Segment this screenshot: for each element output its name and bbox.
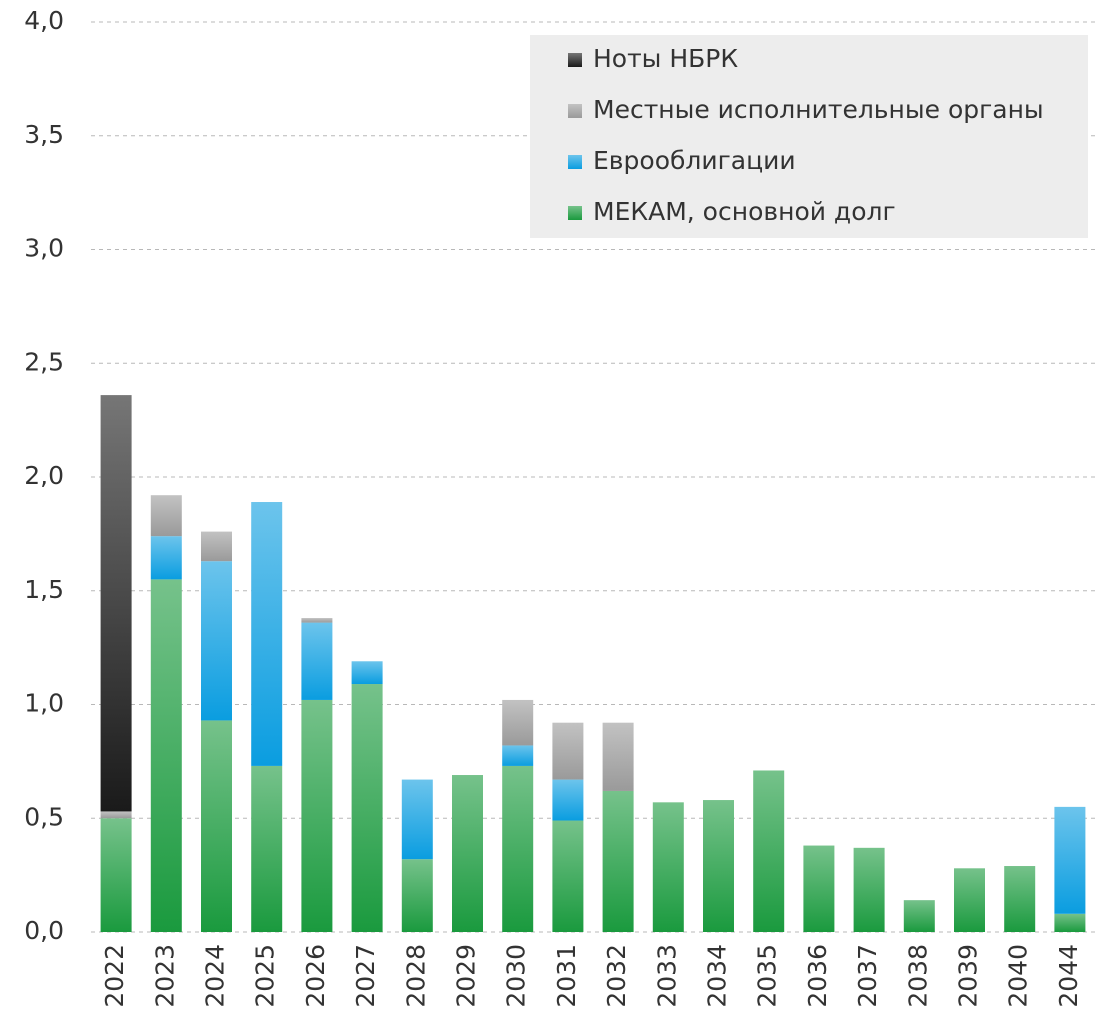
bar-segment (502, 699, 534, 746)
bar-segment (502, 745, 534, 766)
bar-segment (201, 720, 232, 932)
bar-segment (552, 722, 584, 780)
x-tick-label: 2035 (753, 944, 782, 1008)
bar-segment (150, 536, 182, 580)
y-tick-label: 0,5 (24, 802, 64, 831)
bar-segment (251, 502, 283, 766)
x-tick-label: 2037 (853, 944, 882, 1008)
bar-segment (351, 661, 383, 685)
x-tick-label: 2034 (703, 944, 732, 1008)
legend-box (530, 35, 1088, 238)
x-tick-label: 2038 (903, 944, 932, 1008)
bar-segment (251, 765, 283, 932)
y-tick-label: 0,0 (24, 916, 64, 945)
bar-segment (100, 395, 132, 812)
y-tick-label: 2,0 (24, 461, 64, 490)
x-tick-label: 2044 (1054, 944, 1083, 1008)
y-tick-label: 3,0 (24, 234, 64, 263)
y-tick-label: 3,5 (24, 120, 64, 149)
bar-segment (602, 790, 634, 932)
x-tick-label: 2036 (803, 944, 832, 1008)
x-tick-label: 2027 (351, 944, 380, 1008)
bar-segment (351, 684, 383, 932)
bar-segment (853, 847, 885, 932)
y-tick-label: 1,5 (24, 575, 64, 604)
bar-segment (100, 818, 132, 932)
bar-segment (954, 868, 985, 932)
bar-segment (552, 820, 584, 932)
bar-segment (903, 900, 935, 932)
bar-segment (803, 845, 835, 932)
bar-segment (502, 765, 534, 932)
bar-segment (301, 699, 333, 932)
y-tick-label: 1,0 (24, 689, 64, 718)
legend-label: Местные исполнительные органы (593, 95, 1044, 124)
bar-segment (753, 770, 785, 932)
bar-segment (552, 779, 584, 821)
legend-swatch (568, 53, 582, 67)
x-tick-label: 2024 (201, 944, 230, 1008)
bar-segment (201, 531, 232, 562)
y-tick-label: 4,0 (24, 6, 64, 35)
bar-segment (652, 802, 684, 932)
legend-swatch (568, 155, 582, 169)
x-tick-label: 2026 (301, 944, 330, 1008)
legend-swatch (568, 206, 582, 220)
bar-segment (452, 775, 483, 932)
x-tick-label: 2028 (401, 944, 430, 1008)
bar-segment (150, 495, 182, 537)
bar-segment (602, 722, 634, 791)
x-tick-label: 2031 (552, 944, 581, 1008)
x-tick-label: 2022 (100, 944, 129, 1008)
bar-segment (100, 811, 132, 819)
x-tick-label: 2030 (502, 944, 531, 1008)
legend-swatch (568, 104, 582, 118)
legend-label: МЕКАМ, основной долг (593, 197, 896, 226)
x-tick-label: 2040 (1004, 944, 1033, 1008)
x-tick-label: 2033 (652, 944, 681, 1008)
legend: Ноты НБРК Местные исполнительные органы Ев… (530, 35, 1088, 238)
x-tick-label: 2032 (602, 944, 631, 1008)
bar-segment (1054, 913, 1086, 932)
bar-segment (1054, 806, 1086, 914)
x-tick-label: 2023 (150, 944, 179, 1008)
bar-segment (1004, 866, 1036, 932)
bar-segment (401, 859, 433, 932)
x-tick-label: 2025 (251, 944, 280, 1008)
bar-segment (401, 779, 433, 860)
y-tick-label: 2,5 (24, 347, 64, 376)
bar-segment (201, 561, 232, 721)
bar-segment (301, 618, 333, 623)
bar-segment (301, 622, 333, 700)
x-tick-label: 2029 (452, 944, 481, 1008)
bar-segment (703, 800, 734, 932)
x-tick-label: 2039 (954, 944, 983, 1008)
bar-segment (150, 579, 182, 932)
legend-label: Ноты НБРК (593, 44, 738, 73)
legend-label: Еврооблигации (593, 146, 796, 175)
